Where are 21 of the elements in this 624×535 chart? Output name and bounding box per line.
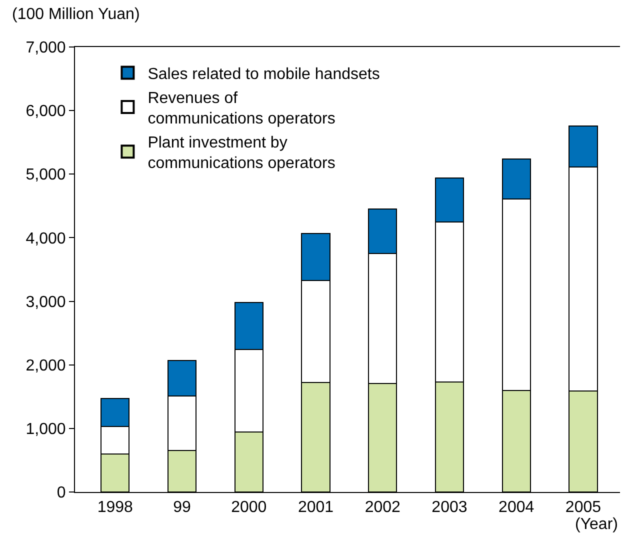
- y-axis-title: (100 Million Yuan): [12, 6, 140, 23]
- y-tick-label: 5,000: [26, 166, 66, 184]
- y-tick-label: 6,000: [26, 103, 66, 120]
- x-tick-label: 2005: [565, 499, 602, 516]
- y-tick-label: 4,000: [26, 230, 66, 248]
- x-tick-label: 1998: [97, 499, 134, 516]
- x-tick-label: 99: [173, 499, 191, 516]
- x-tick-label: 2001: [298, 499, 334, 516]
- y-tick-label: 7,000: [26, 40, 66, 57]
- legend-label: Plant investment by communications operators: [148, 134, 336, 172]
- x-tick-label: 2004: [498, 499, 534, 516]
- x-axis-title: (Year): [575, 516, 618, 533]
- x-tick-label: 2003: [432, 499, 468, 516]
- y-tick-label: 0: [56, 484, 66, 502]
- y-tick-label: 2,000: [26, 357, 66, 374]
- legend-label: Revenues of communications operators: [148, 90, 336, 128]
- x-tick-label: 2002: [364, 499, 401, 516]
- y-tick-label: 1,000: [26, 421, 66, 438]
- x-tick-label: 2000: [231, 499, 267, 516]
- legend-label: Sales related to mobile handsets: [148, 66, 380, 84]
- y-tick-label: 3,000: [26, 294, 66, 311]
